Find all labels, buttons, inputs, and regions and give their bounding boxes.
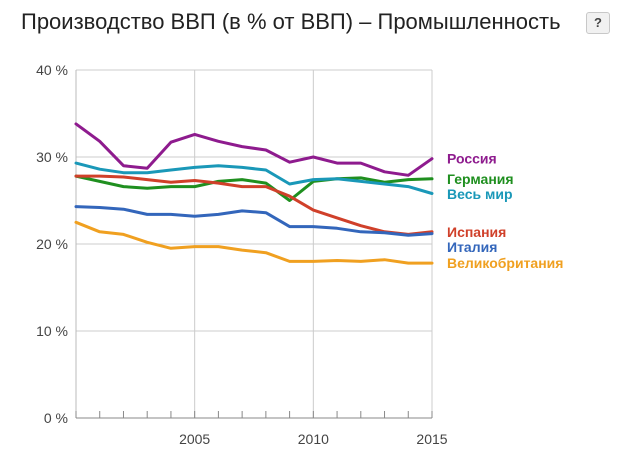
- grid-lines: [76, 69, 433, 419]
- tick-labels: 0 % 10 % 20 % 30 % 40 % 2005 2010 2015: [36, 62, 448, 447]
- legend-label[interactable]: Весь мир: [447, 186, 513, 202]
- y-tick-label: 10 %: [36, 323, 68, 339]
- series-line-2[interactable]: [74, 161, 434, 195]
- series-lines: [74, 122, 434, 265]
- page-title: Производство ВВП (в % от ВВП) – Промышле…: [21, 9, 561, 34]
- y-tick-label: 20 %: [36, 236, 68, 252]
- series-line-1[interactable]: [74, 174, 434, 202]
- legend-label[interactable]: Испания: [447, 224, 506, 240]
- y-tick-label: 40 %: [36, 62, 68, 78]
- legend-label[interactable]: Великобритания: [447, 255, 563, 271]
- y-tick-label: 0 %: [44, 410, 68, 426]
- y-tick-label: 30 %: [36, 149, 68, 165]
- x-tick-label: 2005: [179, 431, 210, 447]
- axes: [75, 70, 433, 419]
- legend-label[interactable]: Германия: [447, 171, 514, 187]
- series-line-3[interactable]: [74, 174, 434, 236]
- series-line-5[interactable]: [74, 220, 434, 265]
- help-button[interactable]: ?: [586, 12, 610, 34]
- x-tick-label: 2015: [416, 431, 447, 447]
- legend-label[interactable]: Италия: [447, 239, 497, 255]
- series-line-0[interactable]: [74, 122, 434, 177]
- series-line-4[interactable]: [74, 205, 434, 237]
- x-tick-label: 2010: [298, 431, 329, 447]
- legend-label[interactable]: Россия: [447, 151, 497, 167]
